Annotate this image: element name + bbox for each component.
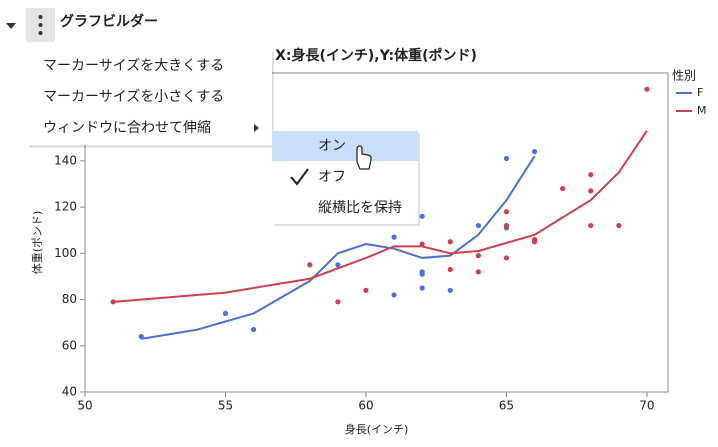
collapse-arrow[interactable] [6, 23, 16, 29]
point [644, 86, 650, 92]
point [475, 222, 481, 229]
y-tick-label: 40 [62, 385, 77, 399]
point [419, 285, 425, 291]
point [138, 333, 144, 340]
submenu-arrow [254, 124, 259, 132]
point [503, 155, 510, 162]
header-title: グラフビルダー [60, 13, 158, 30]
legend-label: F [697, 86, 703, 99]
legend-label: M [697, 104, 707, 117]
y-tick-label: 80 [62, 292, 77, 306]
menus: マーカーサイズを大きくするマーカーサイズを小さくするウィンドウに合わせて伸縮オン… [27, 50, 420, 226]
point [531, 148, 538, 155]
y-tick-label: 100 [54, 246, 77, 260]
point [335, 299, 341, 305]
x-tick-label: 60 [358, 399, 373, 413]
menu [27, 50, 272, 145]
x-axis-label: 身長(インチ) [345, 422, 409, 436]
smooth-line [113, 130, 648, 303]
plot-frame [84, 72, 669, 393]
point [588, 222, 594, 229]
y-tick-label: 140 [54, 153, 77, 167]
dot [38, 31, 43, 35]
menu-item[interactable]: マーカーサイズを小さくする [43, 89, 224, 105]
point [503, 222, 510, 229]
point [307, 262, 313, 268]
point [419, 213, 425, 219]
x-tick-label: 70 [639, 399, 654, 413]
point [447, 266, 453, 273]
highlight [272, 131, 418, 161]
y-tick-label: 120 [54, 200, 77, 214]
point [335, 262, 341, 268]
point [503, 255, 510, 261]
point [588, 172, 594, 178]
point [503, 209, 510, 215]
dot [38, 15, 43, 19]
cursor [356, 145, 372, 170]
point [250, 326, 257, 333]
point [475, 253, 481, 259]
point [447, 287, 453, 293]
menu-item[interactable]: マーカーサイズを大きくする [43, 58, 224, 74]
x-tick-label: 50 [77, 399, 92, 413]
point [475, 269, 481, 275]
point [222, 310, 229, 317]
legend-title: 性別 [672, 69, 696, 83]
x-tick-label: 65 [499, 399, 514, 413]
point [419, 241, 425, 247]
submenu-item[interactable]: 縦横比を保持 [318, 200, 402, 216]
point [110, 299, 116, 305]
point [419, 271, 425, 277]
submenu-item[interactable]: オフ [318, 169, 346, 185]
submenu-item[interactable]: オン [318, 138, 346, 154]
point [363, 287, 369, 293]
y-axis-label: 体重(ポンド) [30, 211, 44, 275]
point [616, 222, 622, 229]
point [531, 239, 538, 245]
x-tick-label: 55 [218, 399, 233, 413]
point [391, 234, 397, 240]
point [588, 188, 594, 194]
dot [38, 23, 43, 27]
chart-title: X:身長(インチ),Y:体重(ポンド) [275, 47, 477, 64]
point [560, 185, 566, 192]
chart: X:身長(インチ),Y:体重(ポンド)406080100120140160505… [30, 47, 707, 436]
check-mark [290, 168, 309, 186]
y-tick-label: 60 [62, 338, 77, 352]
menu-item[interactable]: ウィンドウに合わせて伸縮 [43, 120, 211, 136]
point [447, 239, 453, 245]
smooth-line [141, 155, 536, 340]
point [391, 292, 397, 298]
